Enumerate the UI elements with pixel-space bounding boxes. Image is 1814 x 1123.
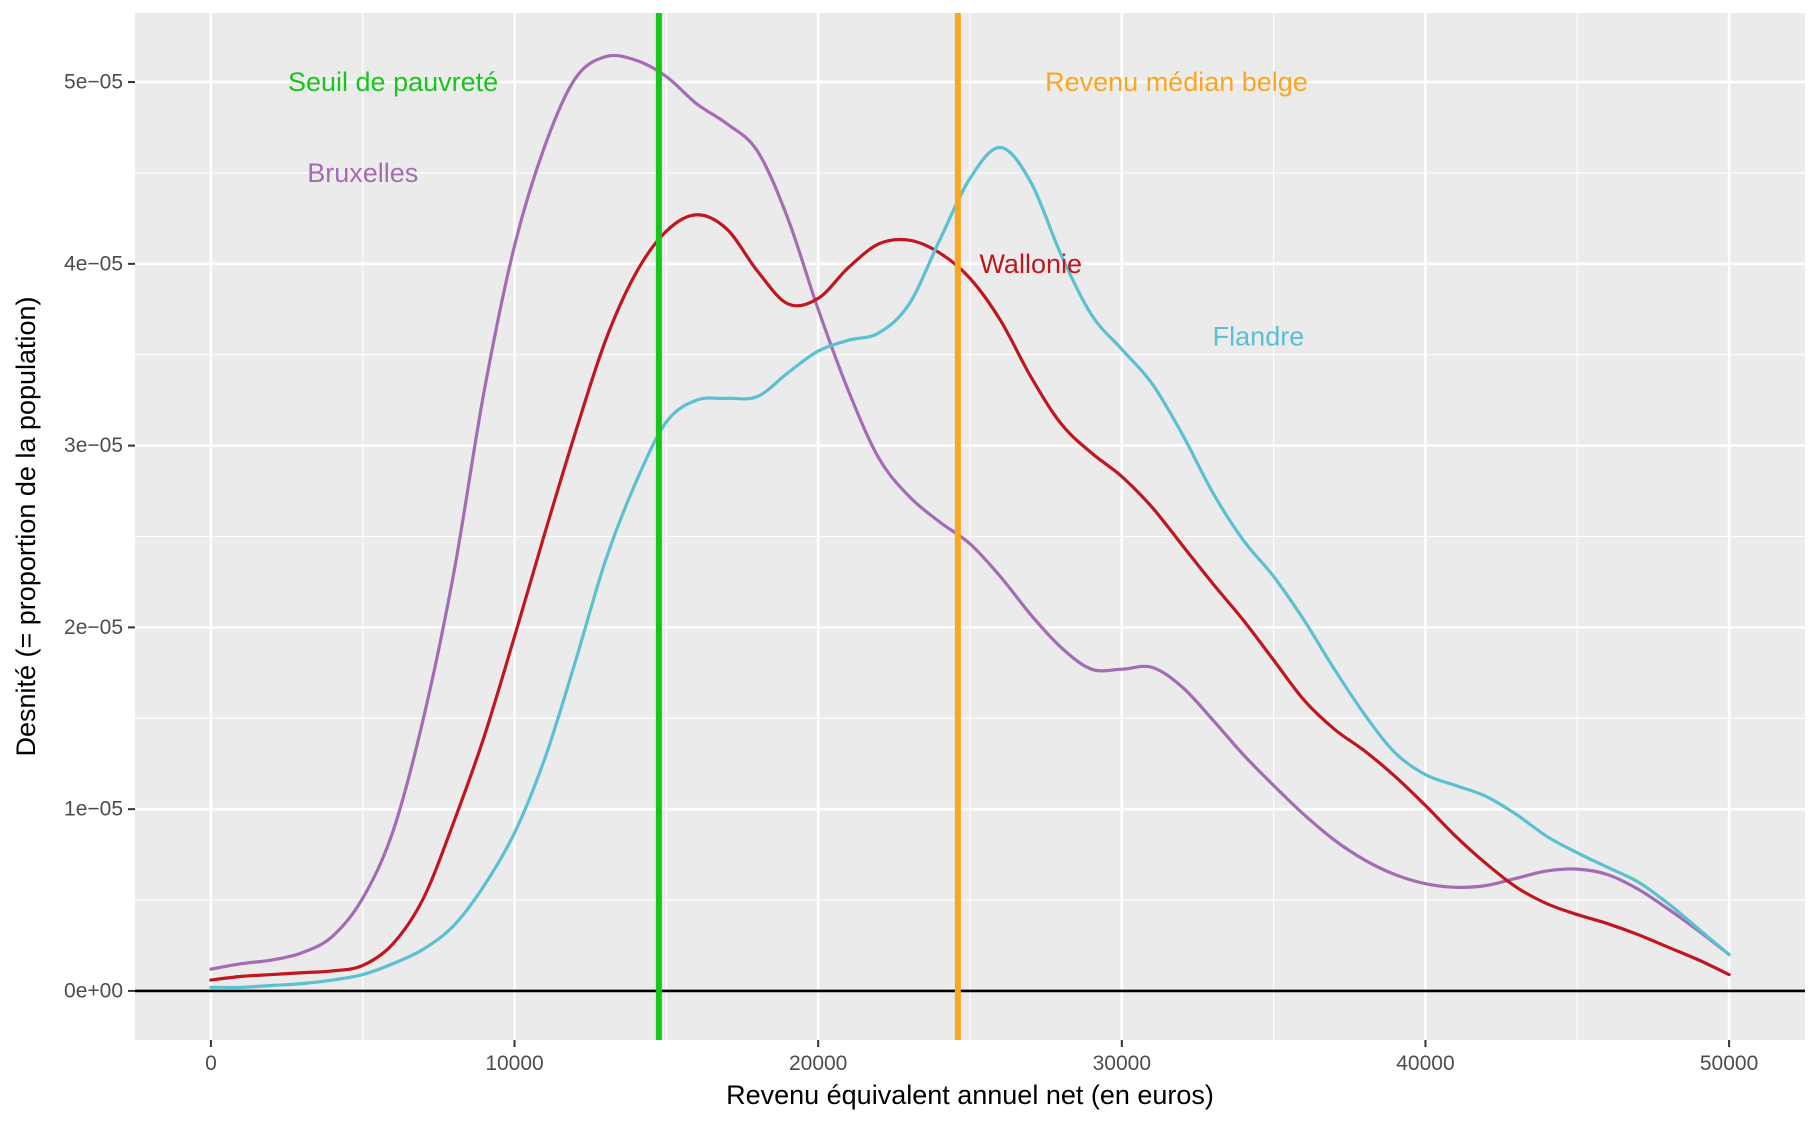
x-tick-label: 10000 [485, 1052, 543, 1075]
x-tick-label: 30000 [1093, 1052, 1151, 1075]
y-tick-label: 5e−05 [64, 71, 123, 94]
annotation-flandre: Flandre [1213, 322, 1305, 352]
grid-lines [135, 13, 1805, 1040]
axes: 0 10000 20000 30000 40000 50000 0e+00 1e−05 2e−0… [11, 71, 1758, 1110]
annotation-seuil-de-pauvrete: Seuil de pauvreté [288, 67, 498, 97]
y-tick-label: 1e−05 [64, 798, 123, 821]
x-tick-label: 40000 [1396, 1052, 1454, 1075]
annotation-revenu-median-belge: Revenu médian belge [1045, 67, 1308, 97]
annotation-wallonie: Wallonie [979, 249, 1082, 279]
annotation-bruxelles: Bruxelles [307, 158, 418, 188]
x-tick-label: 50000 [1700, 1052, 1758, 1075]
y-tick-label: 0e+00 [64, 979, 123, 1002]
x-tick-label: 20000 [789, 1052, 847, 1075]
y-tick-label: 3e−05 [64, 434, 123, 457]
y-tick-label: 4e−05 [64, 252, 123, 275]
annotations: Seuil de pauvreté Revenu médian belge Brux… [288, 67, 1308, 351]
x-tick-label: 0 [205, 1052, 217, 1075]
series-line-bruxelles [209, 53, 1731, 971]
series-line-wallonie [209, 213, 1731, 982]
y-axis-title: Desnité (= proportion de la population) [11, 296, 41, 756]
reference-lines [655, 13, 961, 1040]
y-tick-label: 2e−05 [64, 616, 123, 639]
x-axis-title: Revenu équivalent annuel net (en euros) [726, 1080, 1214, 1110]
